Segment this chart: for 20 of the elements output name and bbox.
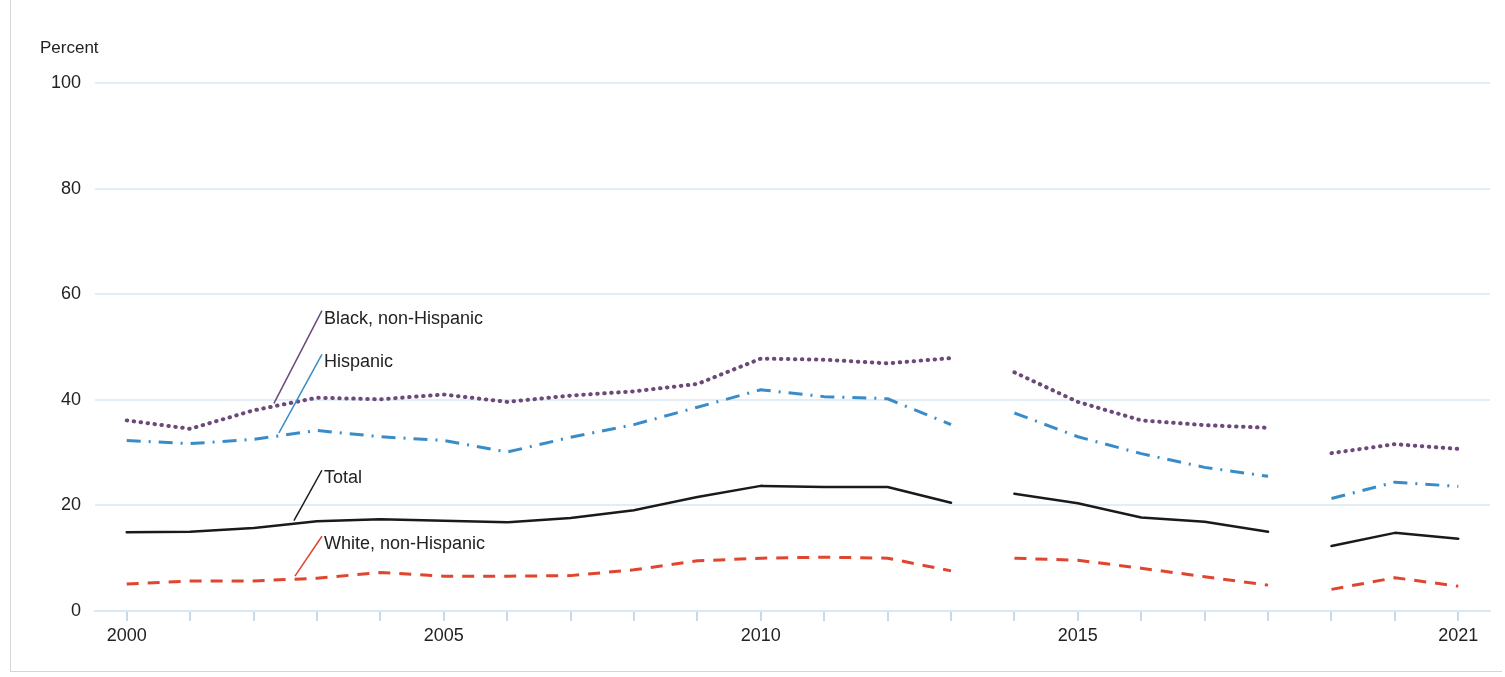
y-tick-label: 100 [50, 71, 81, 92]
y-tick-label: 0 [70, 599, 81, 620]
y-axis-title: Percent [40, 37, 99, 57]
line-series [1012, 411, 1270, 478]
line-series [1012, 556, 1270, 587]
text: Black, non-Hispanic [323, 307, 484, 328]
x-tick-label: 2021 [1438, 624, 1479, 645]
y-tick-label: 60 [60, 283, 81, 304]
line-series [125, 388, 953, 454]
y-tick-label: 20 [60, 494, 81, 515]
y-tick-label: 40 [60, 388, 81, 409]
series-label: Total [323, 467, 362, 488]
y-tick-label: 80 [60, 177, 81, 198]
x-tick-label: 2005 [423, 624, 464, 645]
text: Hispanic [323, 351, 393, 372]
x-tick-label: 2010 [740, 624, 781, 645]
x-tick-label: 2015 [1057, 624, 1098, 645]
line-series [124, 356, 954, 431]
series-label: White, non-Hispanic [323, 533, 486, 554]
x-tick-label: 2000 [106, 624, 147, 645]
